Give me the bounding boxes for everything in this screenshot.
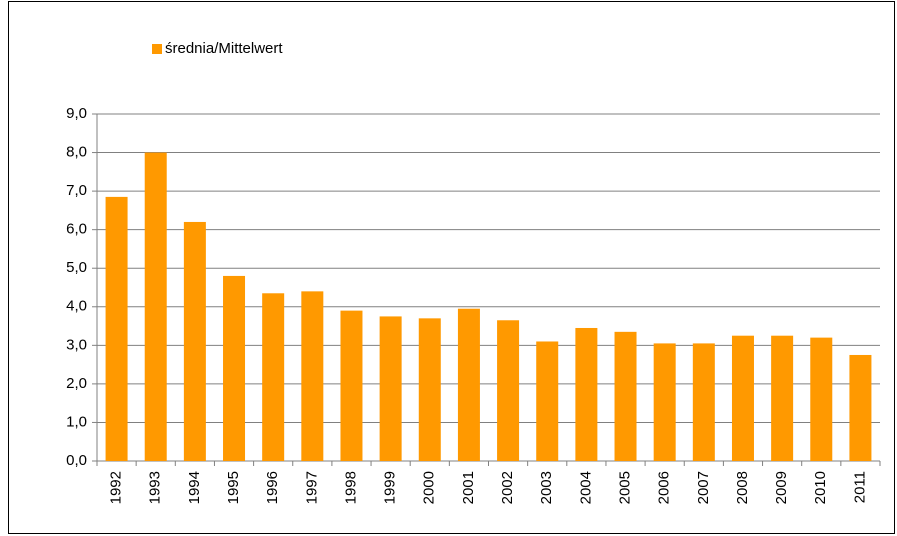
x-tick-label: 2009 [773,471,790,504]
y-tick-label: 1,0 [66,413,87,430]
bar [614,331,637,461]
x-tick-label: 1993 [147,471,164,504]
x-tick-label: 1998 [342,471,359,504]
x-tick-label: 2007 [695,471,712,504]
bar [144,152,167,462]
x-tick-label: 2008 [734,471,751,504]
x-tick-label: 2002 [499,471,516,504]
x-tick-label: 1994 [186,471,203,504]
bar [731,335,754,461]
bar [457,308,480,461]
bar [536,341,559,461]
legend-label: średnia/Mittelwert [165,40,283,57]
bar [262,293,285,461]
bar [575,327,598,461]
chart-frame [8,1,895,534]
bar [105,196,128,461]
x-tick-label: 2005 [616,471,633,504]
x-tick-label: 2006 [656,471,673,504]
y-tick-label: 6,0 [66,221,87,238]
y-tick-label: 0,0 [66,452,87,469]
bar [849,354,872,461]
bar [183,221,206,461]
bar [379,316,402,461]
bar [340,310,363,461]
y-tick-label: 2,0 [66,375,87,392]
y-tick-label: 9,0 [66,105,87,122]
bar [692,343,715,461]
x-tick-label: 2000 [421,471,438,504]
x-tick-label: 1995 [225,471,242,504]
bar [810,337,833,461]
legend-swatch [152,44,162,54]
y-tick-label: 8,0 [66,144,87,161]
y-tick-label: 7,0 [66,182,87,199]
x-tick-label: 2010 [812,471,829,504]
y-tick-label: 4,0 [66,298,87,315]
x-tick-label: 1997 [303,471,320,504]
x-tick-label: 2004 [577,471,594,504]
x-tick-label: 2001 [460,471,477,504]
x-tick-label: 1992 [108,471,125,504]
bar [497,320,520,461]
bar [653,343,676,461]
x-tick-label: 1999 [382,471,399,504]
bar [418,318,441,461]
x-tick-label: 1996 [264,471,281,504]
bar [301,291,324,461]
y-tick-label: 5,0 [66,259,87,276]
x-tick-label: 2011 [851,471,868,503]
bar [223,275,246,461]
y-tick-label: 3,0 [66,336,87,353]
bar [771,335,794,461]
x-tick-label: 2003 [538,471,555,504]
